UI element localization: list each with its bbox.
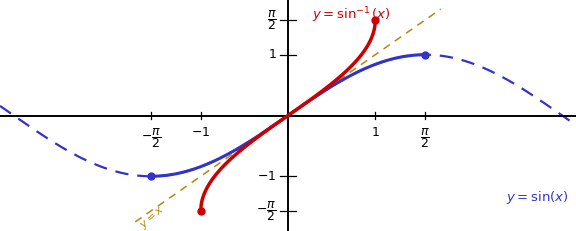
- Text: $-1$: $-1$: [191, 126, 210, 140]
- Text: $-\dfrac{\pi}{2}$: $-\dfrac{\pi}{2}$: [141, 126, 161, 150]
- Text: $y = \sin^{-1}(x)$: $y = \sin^{-1}(x)$: [312, 5, 391, 25]
- Text: $\dfrac{\pi}{2}$: $\dfrac{\pi}{2}$: [267, 8, 276, 32]
- Text: $-\dfrac{\pi}{2}$: $-\dfrac{\pi}{2}$: [256, 199, 276, 223]
- Text: $y = x$: $y = x$: [138, 204, 168, 231]
- Text: $1$: $1$: [371, 126, 380, 140]
- Text: $y = \sin(x)$: $y = \sin(x)$: [506, 189, 568, 206]
- Text: $-1$: $-1$: [257, 170, 276, 183]
- Text: $1$: $1$: [268, 48, 276, 61]
- Text: $\dfrac{\pi}{2}$: $\dfrac{\pi}{2}$: [420, 126, 430, 150]
